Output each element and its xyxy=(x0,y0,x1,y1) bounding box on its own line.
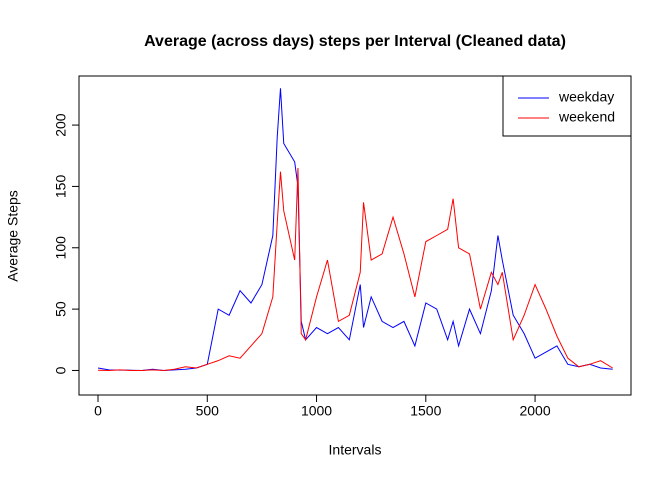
y-tick-label: 50 xyxy=(53,301,69,317)
series-line xyxy=(98,168,613,371)
x-tick-label: 1500 xyxy=(410,403,441,419)
y-tick-label: 150 xyxy=(53,175,69,199)
x-axis-label: Intervals xyxy=(329,442,382,458)
x-tick-label: 2000 xyxy=(519,403,550,419)
chart-title: Average (across days) steps per Interval… xyxy=(144,33,566,50)
y-axis-label: Average Steps xyxy=(5,190,21,282)
legend-label: weekday xyxy=(558,89,614,105)
x-tick-label: 1000 xyxy=(301,403,332,419)
y-tick-label: 0 xyxy=(53,366,69,374)
x-tick-label: 0 xyxy=(94,403,102,419)
x-tick-label: 500 xyxy=(196,403,220,419)
y-tick-label: 200 xyxy=(53,113,69,137)
y-tick-label: 100 xyxy=(53,236,69,260)
legend-box xyxy=(502,75,632,137)
legend-label: weekend xyxy=(558,109,615,125)
